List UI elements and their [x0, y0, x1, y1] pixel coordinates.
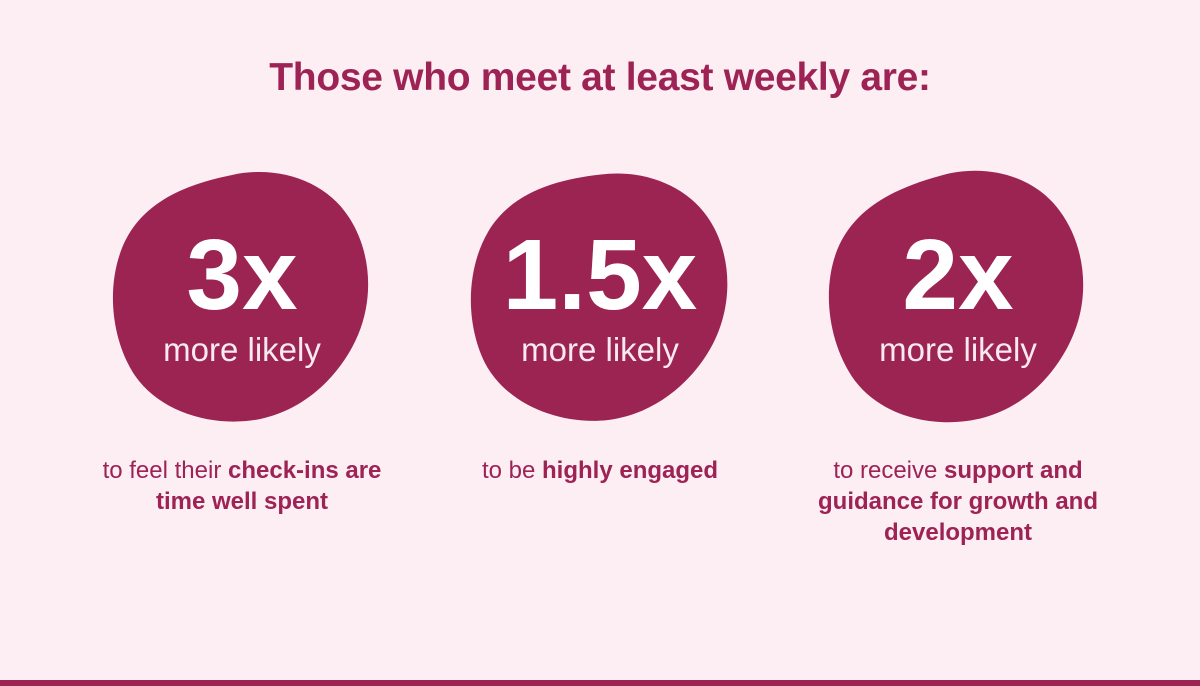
stat-multiplier: 1.5x: [502, 219, 698, 331]
stat-label: more likely: [163, 331, 321, 368]
infographic: Those who meet at least weekly are: 3x m…: [0, 56, 1200, 686]
stat-description: to feel their check-ins are time well sp…: [82, 455, 402, 517]
stat-description-bold: support and guidance for growth and deve…: [818, 457, 1098, 547]
stat-description-bold: check-ins are time well spent: [155, 457, 382, 516]
stat-blob-text: 2x more likely: [819, 168, 1097, 428]
stat-blob-text: 1.5x more likely: [461, 168, 739, 428]
stat-blob-engagement: 1.5x more likely: [460, 161, 739, 433]
stat-blob-text: 3x more likely: [103, 168, 381, 428]
page-title: Those who meet at least weekly are:: [269, 56, 931, 99]
stat-multiplier: 2x: [902, 219, 1014, 331]
bottom-accent-bar: [0, 680, 1200, 686]
stat-description-prefix: to receive: [833, 457, 945, 484]
stats-row: 3x more likely to feel their check-ins a…: [0, 161, 1200, 549]
stat-description-prefix: to feel their: [102, 457, 228, 484]
stat-card-engagement: 1.5x more likely to be highly engaged: [424, 161, 776, 549]
stat-card-checkins: 3x more likely to feel their check-ins a…: [66, 168, 418, 549]
stat-label: more likely: [879, 331, 1037, 368]
stat-blob-checkins: 3x more likely: [103, 168, 381, 428]
stat-description-bold: highly engaged: [542, 457, 719, 484]
stat-multiplier: 3x: [186, 219, 298, 331]
stat-card-growth: 2x more likely to receive support and gu…: [782, 163, 1134, 549]
stat-description-prefix: to be: [481, 457, 543, 484]
stat-label: more likely: [521, 331, 679, 368]
stat-description: to receive support and guidance for grow…: [808, 455, 1108, 549]
stat-description: to be highly engaged: [482, 455, 718, 486]
stat-blob-growth: 2x more likely: [819, 163, 1097, 431]
